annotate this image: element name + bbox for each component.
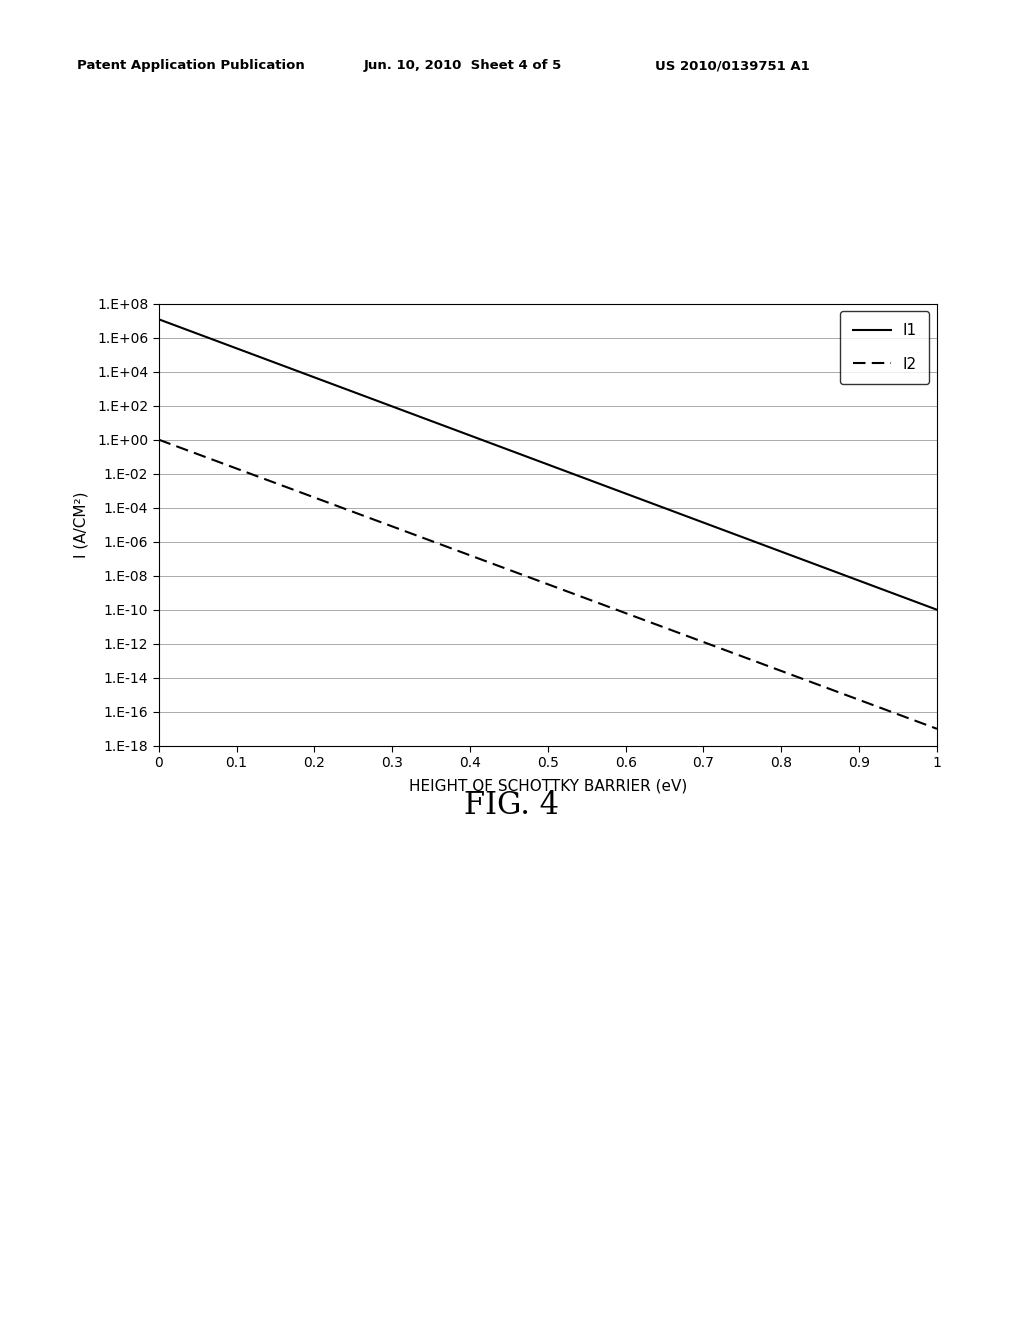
Text: US 2010/0139751 A1: US 2010/0139751 A1 — [655, 59, 810, 73]
Text: Patent Application Publication: Patent Application Publication — [77, 59, 304, 73]
Text: Jun. 10, 2010  Sheet 4 of 5: Jun. 10, 2010 Sheet 4 of 5 — [364, 59, 562, 73]
X-axis label: HEIGHT OF SCHOTTKY BARRIER (eV): HEIGHT OF SCHOTTKY BARRIER (eV) — [409, 779, 687, 793]
Legend: I1, I2: I1, I2 — [841, 312, 930, 384]
Y-axis label: I (A/CM²): I (A/CM²) — [74, 491, 89, 558]
Text: FIG. 4: FIG. 4 — [465, 789, 559, 821]
